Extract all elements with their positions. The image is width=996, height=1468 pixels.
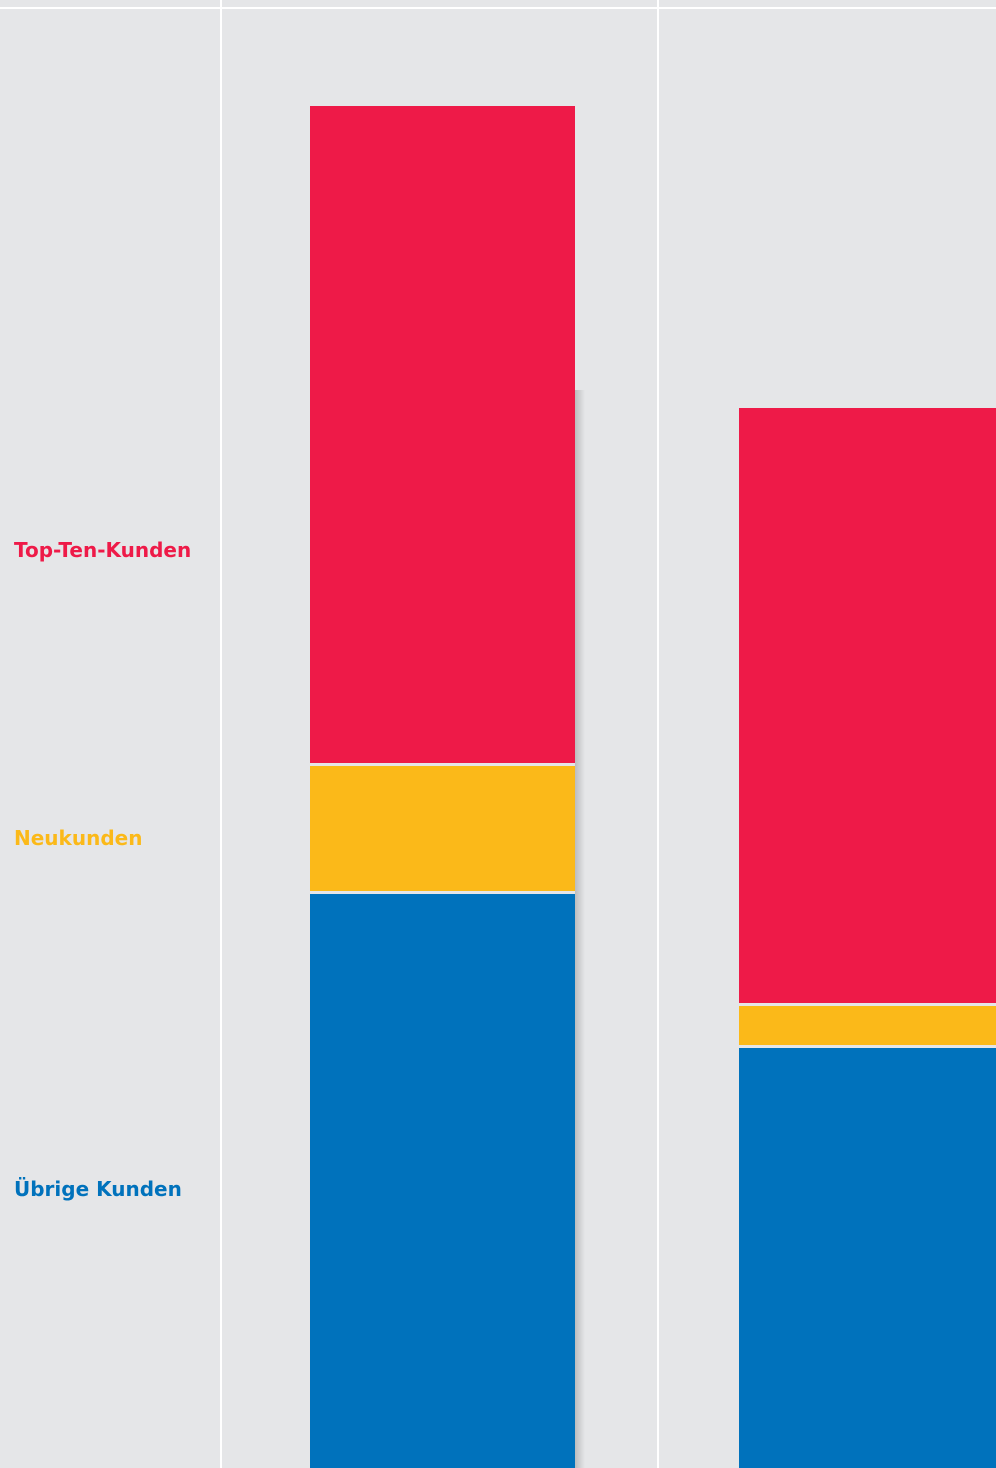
bar-2-segment-uebrige-kunden	[739, 1048, 996, 1468]
bar-2-segment-top-ten-kunden	[739, 408, 996, 1003]
legend-label-uebrige-kunden: Übrige Kunden	[14, 1177, 182, 1201]
bar-1-segment-top-ten-kunden	[310, 106, 575, 763]
legend-label-neukunden: Neukunden	[14, 826, 143, 850]
bar-1-segment-neukunden	[310, 766, 575, 891]
bar-1-segment-uebrige-kunden	[310, 894, 575, 1468]
bar-shadow	[575, 390, 585, 1468]
bar-2-segment-neukunden	[739, 1006, 996, 1045]
legend-label-top-ten-kunden: Top-Ten-Kunden	[14, 538, 192, 562]
